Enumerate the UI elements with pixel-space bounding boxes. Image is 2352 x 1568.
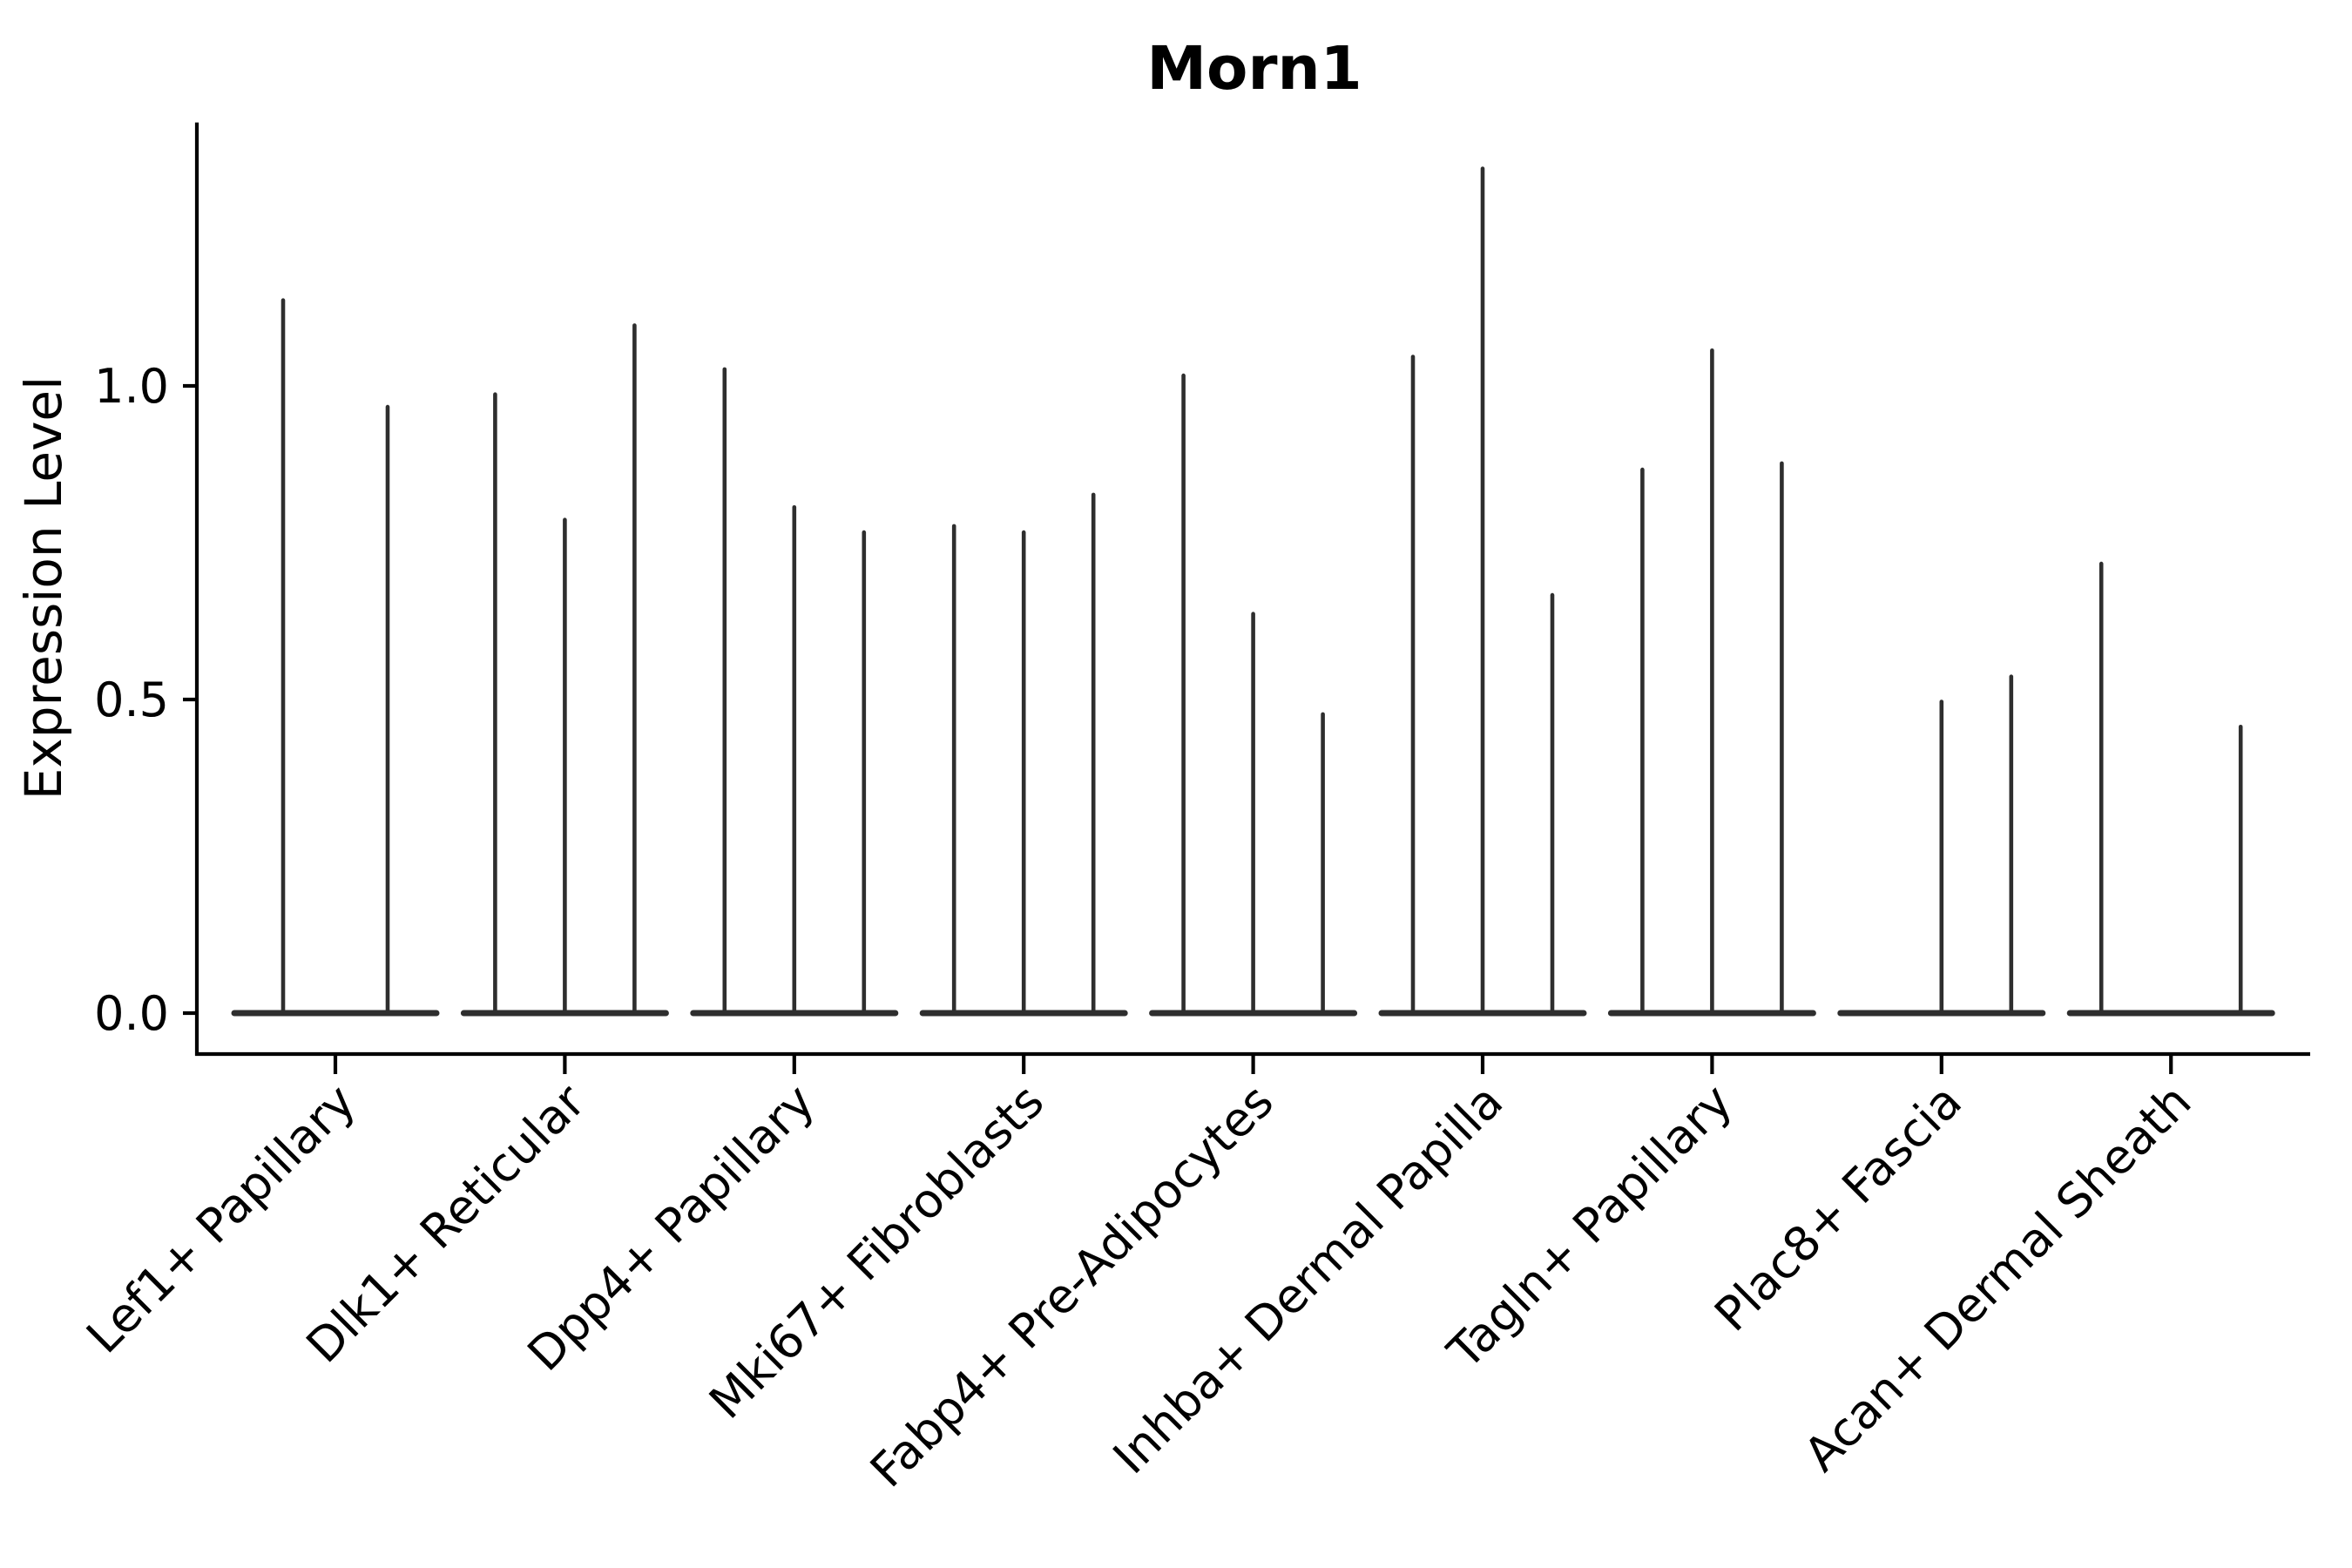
y-axis-label: Expression Level [14,376,73,800]
y-tick-label: 1.0 [94,359,169,414]
x-tick-label: Plac8+ Fascia [1704,1074,1972,1342]
axes-layer [183,122,2310,1074]
y-tick-label: 0.0 [94,986,169,1041]
violins-layer [231,166,2275,1017]
x-tick-label: Fabp4+ Pre-Adipocytes [860,1074,1284,1498]
plot-title: Morn1 [1146,34,1362,104]
x-tick-label: Inhba+ Dermal Papilla [1103,1074,1513,1484]
y-tick-label: 0.5 [94,672,169,727]
x-tick-label: Acan+ Dermal Sheath [1794,1074,2201,1482]
